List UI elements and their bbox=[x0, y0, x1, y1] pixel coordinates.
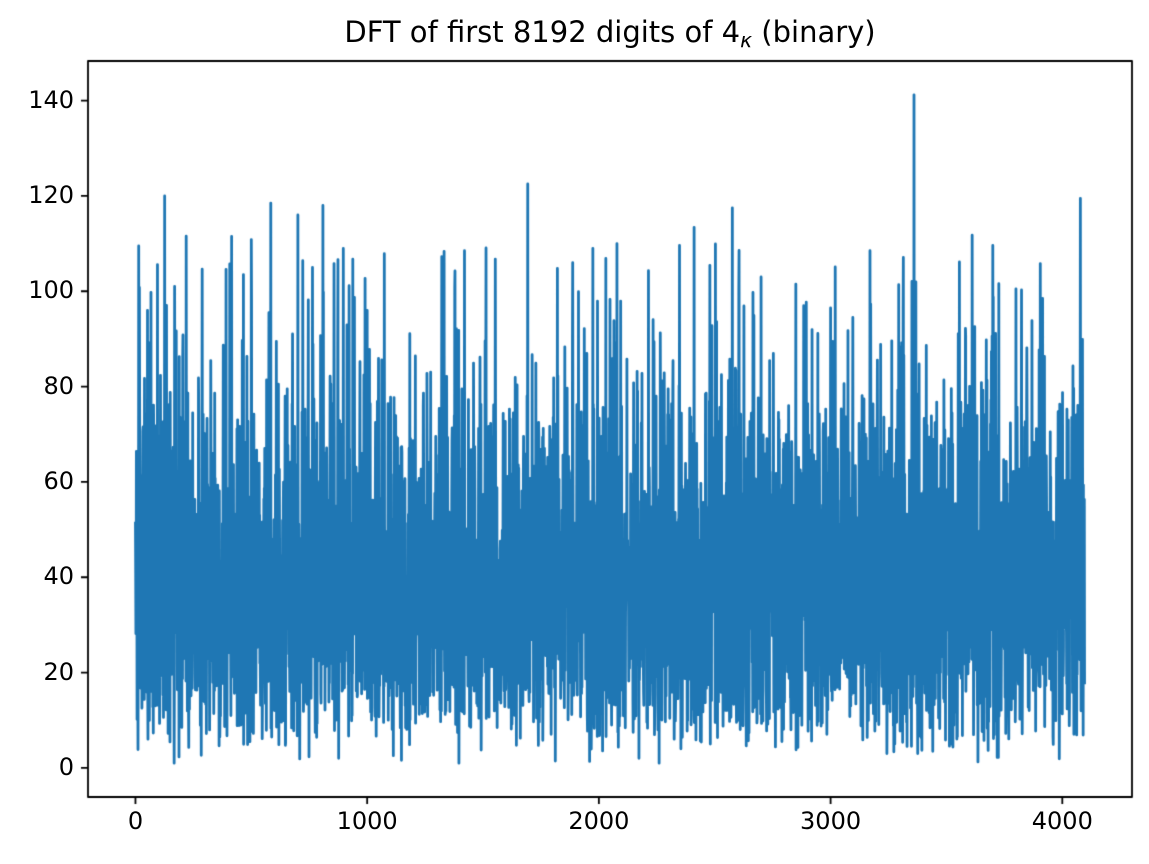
chart-title-subscript-kappa: κ bbox=[740, 28, 753, 53]
y-tick-label-80: 80 bbox=[43, 371, 74, 400]
x-tick-label-2000: 2000 bbox=[568, 807, 630, 835]
y-tick-label-60: 60 bbox=[43, 466, 74, 495]
y-tick-label-100: 100 bbox=[28, 276, 74, 305]
x-tick-label-1000: 1000 bbox=[336, 807, 398, 835]
y-tick-label-140: 140 bbox=[28, 85, 74, 114]
x-tick-label-4000: 4000 bbox=[1031, 807, 1093, 835]
x-tick-label-0: 0 bbox=[127, 807, 144, 835]
y-tick-label-120: 120 bbox=[28, 180, 74, 209]
y-tick-label-20: 20 bbox=[43, 657, 74, 686]
y-tick-label-0: 0 bbox=[58, 752, 74, 781]
x-tick-label-3000: 3000 bbox=[800, 807, 862, 835]
chart-title: DFT of first 8192 digits of 4κ (binary) bbox=[88, 15, 1132, 52]
chart-title-suffix: (binary) bbox=[752, 15, 876, 49]
y-tick-label-40: 40 bbox=[43, 562, 74, 591]
chart-title-prefix: DFT of first 8192 digits of 4 bbox=[344, 15, 741, 49]
